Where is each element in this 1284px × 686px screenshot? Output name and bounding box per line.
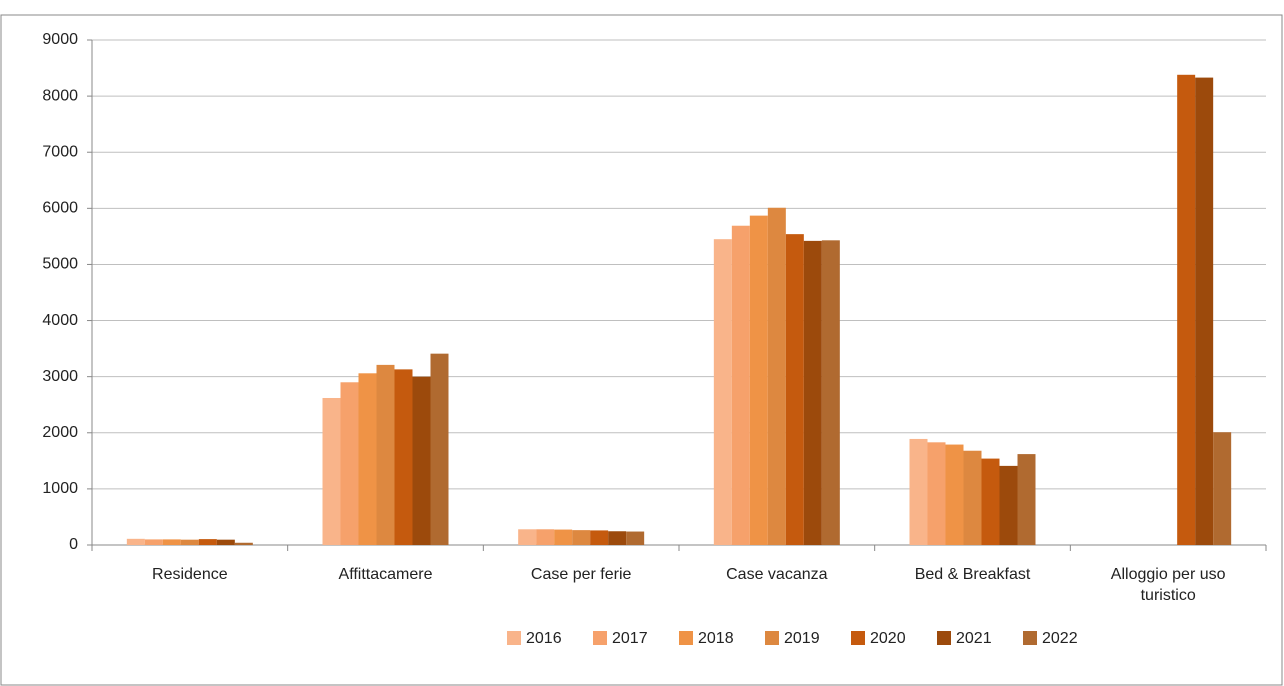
chart-frame — [0, 14, 1283, 686]
bar — [981, 458, 1000, 545]
bar — [749, 215, 768, 545]
bar — [412, 376, 431, 545]
bar — [126, 538, 145, 545]
y-tick-label: 1000 — [42, 480, 78, 497]
bar — [803, 240, 822, 545]
bar — [572, 530, 591, 545]
bar — [927, 442, 946, 545]
legend-label: 2021 — [956, 630, 992, 647]
bar — [767, 207, 786, 545]
y-tick-label: 8000 — [42, 87, 78, 104]
bar — [144, 539, 163, 545]
legend-label: 2020 — [870, 630, 906, 647]
bar — [536, 529, 555, 545]
bar — [1017, 454, 1036, 545]
x-tick-label: Residence — [152, 566, 228, 583]
bar — [180, 539, 199, 545]
y-tick-label: 5000 — [42, 256, 78, 273]
bar — [999, 465, 1018, 545]
legend-swatch — [937, 631, 951, 645]
bar — [376, 364, 395, 545]
bar — [554, 529, 573, 545]
bar — [963, 450, 982, 545]
bar — [198, 539, 217, 545]
bar — [713, 239, 732, 545]
x-tick-label: Case per ferie — [530, 566, 632, 583]
bar — [518, 529, 537, 545]
y-tick-label: 2000 — [42, 424, 78, 441]
y-tick-label: 0 — [69, 536, 78, 553]
x-tick-label: Affittacamere — [338, 566, 433, 583]
bar — [1213, 432, 1232, 545]
bar — [162, 539, 181, 545]
bar — [590, 530, 609, 545]
legend-label: 2018 — [698, 630, 734, 647]
bar — [1177, 74, 1196, 546]
bar — [358, 373, 377, 545]
legend-swatch — [593, 631, 607, 645]
y-tick-label: 7000 — [42, 143, 78, 160]
bar — [785, 234, 804, 545]
bar — [340, 382, 359, 545]
legend-swatch — [507, 631, 521, 645]
bar — [234, 542, 253, 545]
legend-label: 2019 — [784, 630, 820, 647]
bar — [626, 531, 645, 545]
legend-label: 2022 — [1042, 630, 1078, 647]
legend-swatch — [1023, 631, 1037, 645]
bar — [216, 539, 235, 545]
legend-label: 2017 — [612, 630, 648, 647]
legend-swatch — [679, 631, 693, 645]
x-tick-label: Case vacanza — [726, 566, 828, 583]
bar — [1195, 77, 1214, 545]
bar — [821, 240, 840, 546]
legend-label: 2016 — [526, 630, 562, 647]
x-tick-label: Alloggio per uso turistico — [1110, 566, 1226, 604]
y-tick-label: 3000 — [42, 368, 78, 385]
y-tick-label: 6000 — [42, 200, 78, 217]
legend-swatch — [765, 631, 779, 645]
bar — [430, 353, 449, 545]
y-tick-label: 4000 — [42, 312, 78, 329]
bar — [731, 225, 750, 545]
bar — [394, 369, 413, 545]
bar — [322, 397, 341, 545]
y-tick-label: 9000 — [42, 31, 78, 48]
legend-swatch — [851, 631, 865, 645]
bar — [945, 444, 964, 545]
bar — [909, 438, 928, 545]
bar — [608, 531, 627, 545]
x-tick-label: Bed & Breakfast — [914, 566, 1031, 583]
